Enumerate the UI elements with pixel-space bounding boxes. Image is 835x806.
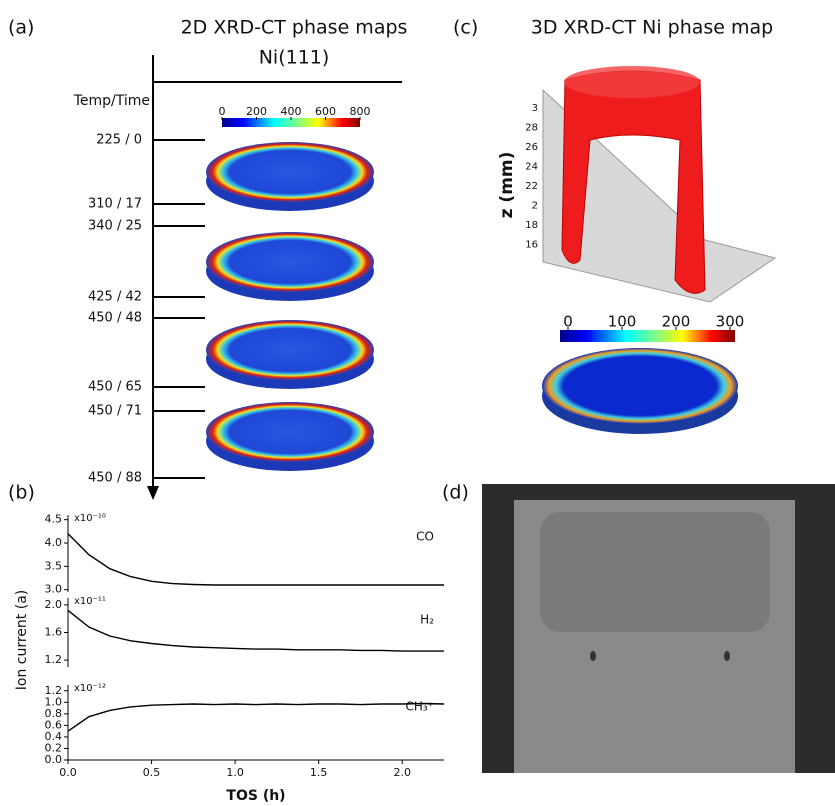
exponent-label: x10⁻¹⁰	[74, 513, 106, 524]
timepoint-label: 225 / 0	[96, 133, 142, 148]
y-tick-label: 4.0	[45, 536, 63, 549]
sem-pore	[590, 651, 596, 661]
sem-region	[540, 512, 770, 632]
x-tick-label: 0.5	[143, 766, 161, 779]
panel-title: 3D XRD-CT Ni phase map	[531, 17, 774, 39]
data-line	[67, 702, 445, 732]
colorbar	[560, 330, 735, 342]
panel-label: (a)	[8, 17, 34, 39]
phase-map	[542, 348, 738, 424]
phase-map	[206, 142, 374, 202]
z-tick-label: 18	[525, 220, 538, 231]
axis-label: Temp/Time	[73, 93, 150, 109]
colorbar-tick-label: 0	[219, 105, 226, 118]
data-line	[67, 609, 444, 652]
x-tick-label: 0.0	[59, 766, 77, 779]
series-label: CH₃⁺	[405, 700, 434, 714]
x-tick-label: 1.5	[310, 766, 328, 779]
y-tick-label: 1.2	[45, 684, 63, 697]
timepoint-label: 450 / 71	[88, 404, 142, 419]
y-tick-label: 1.2	[45, 653, 63, 666]
panel-title: 2D XRD-CT phase maps	[181, 17, 408, 39]
panel-label: (c)	[453, 17, 478, 39]
timepoint-label: 450 / 48	[88, 311, 142, 326]
phase-map	[206, 320, 374, 380]
colorbar-tick-label: 300	[716, 313, 745, 331]
x-tick-label: 1.0	[226, 766, 244, 779]
y-tick-label: 1.0	[45, 695, 63, 708]
y-tick-label: 3.0	[45, 583, 63, 596]
exponent-label: x10⁻¹¹	[74, 596, 106, 607]
exponent-label: x10⁻¹²	[74, 683, 106, 694]
timepoint-label: 450 / 88	[88, 471, 142, 486]
colorbar	[222, 118, 360, 127]
x-tick-label: 2.0	[393, 766, 411, 779]
colorbar-tick-label: 400	[281, 105, 302, 118]
panel-label: (d)	[442, 482, 469, 504]
arrow-head	[147, 486, 159, 500]
render-top	[564, 66, 700, 98]
ion-current-charts: 3.0 3.5 4.0 4.5 x10⁻¹⁰ CO 1.2 1.6 2.0 x10⁻¹¹ H₂ Ion…	[14, 513, 445, 804]
z-label: z (mm)	[497, 152, 517, 219]
timepoint-label: 340 / 25	[88, 219, 142, 234]
z-tick-label: 24	[525, 162, 538, 173]
colorbar-tick-label: 0	[563, 313, 573, 331]
series-label: CO	[416, 530, 434, 544]
colorbar-tick-label: 200	[246, 105, 267, 118]
y-tick-label: 0.6	[45, 718, 63, 731]
timepoint-label: 425 / 42	[88, 290, 142, 305]
y-tick-label: 0.8	[45, 707, 63, 720]
y-tick-label: 0.0	[45, 753, 63, 766]
sem-pore	[724, 651, 730, 661]
panel-label: (b)	[8, 482, 35, 504]
y-tick-label: 3.5	[45, 559, 63, 572]
colorbar-tick-label: 800	[350, 105, 371, 118]
y-axis-label: Ion current (a)	[14, 590, 30, 690]
colorbar-tick-label: 200	[662, 313, 691, 331]
y-tick-label: 1.6	[45, 626, 63, 639]
z-tick-label: 2	[532, 201, 538, 212]
colorbar-tick-label: 600	[315, 105, 336, 118]
z-tick-label: 28	[525, 123, 538, 134]
x-axis-label: TOS (h)	[226, 788, 285, 804]
timepoint-label: 450 / 65	[88, 380, 142, 395]
phase-maps	[206, 142, 374, 471]
phase-map	[206, 402, 374, 462]
z-tick-label: 22	[525, 181, 538, 192]
z-tick-label: 26	[525, 142, 538, 153]
phase-map	[206, 232, 374, 292]
y-tick-label: 2.0	[45, 598, 63, 611]
y-tick-label: 0.4	[45, 730, 63, 743]
colorbar-tick-label: 100	[608, 313, 637, 331]
timepoint-label: 310 / 17	[88, 197, 142, 212]
panel-title: Ni(111)	[259, 47, 330, 69]
z-tick-label: 16	[525, 240, 538, 251]
y-tick-label: 4.5	[45, 513, 63, 526]
series-label: H₂	[420, 613, 434, 627]
z-tick-label: 3	[532, 103, 538, 114]
y-tick-label: 0.2	[45, 741, 63, 754]
data-line	[67, 533, 444, 586]
